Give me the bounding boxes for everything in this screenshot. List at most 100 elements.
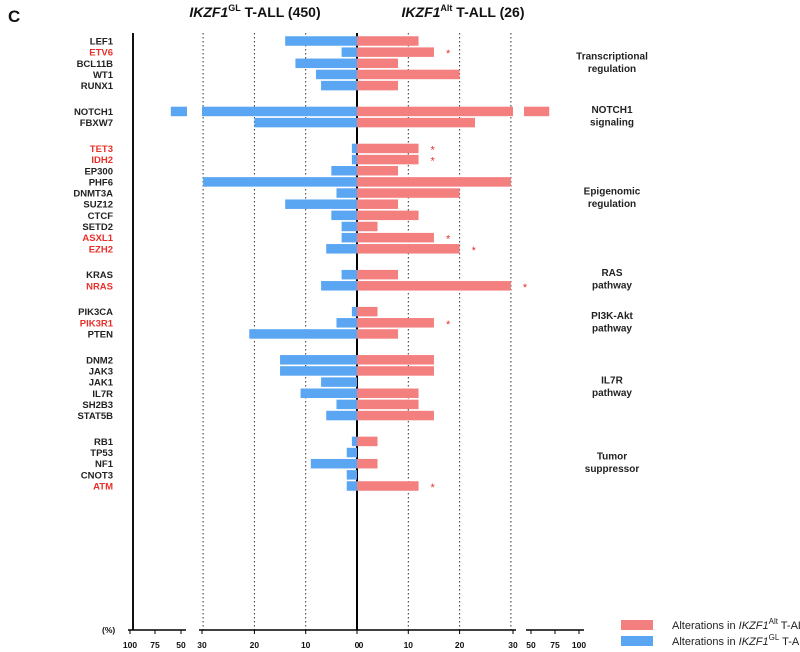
bar-alt-asxl1	[357, 232, 434, 243]
gene-label-pik3ca: PIK3CA	[78, 307, 113, 318]
bar-alt-nf1	[357, 458, 378, 469]
tick-left-50: 50	[176, 640, 186, 650]
group-label-3-line-1: pathway	[592, 281, 632, 292]
bar-alt-tet3	[357, 143, 419, 154]
gene-label-cnot3: CNOT3	[81, 470, 113, 481]
bar-alt-setd2	[357, 221, 378, 232]
bar-alt-idh2	[357, 154, 419, 165]
gene-label-jak1: JAK1	[89, 378, 114, 389]
tick-right-20: 20	[455, 640, 465, 650]
bar-alt-atm	[357, 481, 419, 491]
bar-alt-suz12	[357, 199, 399, 209]
bar-gl-bcl11b	[295, 58, 357, 69]
star-idh2: *	[431, 156, 436, 168]
bar-alt-dnm2	[357, 355, 434, 365]
gridlines	[132, 33, 512, 630]
bar-gl-tet3	[351, 143, 357, 154]
bar-alt-lef1	[357, 36, 419, 46]
gene-label-rb1: RB1	[94, 437, 114, 448]
bar-gl-tp53	[346, 447, 357, 458]
bar-gl-setd2	[341, 221, 357, 232]
bar-gl-nf1	[310, 458, 357, 469]
gene-label-etv6: ETV6	[89, 48, 113, 59]
bar-alt-pik3ca	[357, 306, 378, 317]
gene-label-setd2: SETD2	[82, 222, 113, 233]
star-tet3: *	[431, 144, 436, 156]
legend: Alterations in IKZF1Alt T-ALLs Alteratio…	[621, 617, 800, 648]
gene-label-tp53: TP53	[90, 448, 113, 459]
group-label-0-line-1: regulation	[588, 64, 636, 75]
bar-alt-notch1	[357, 106, 513, 117]
bar-gl-pik3ca	[351, 306, 357, 317]
bar-alt-il7r	[357, 388, 419, 398]
group-label-5-line-0: IL7R	[601, 376, 623, 387]
gene-label-jak3: JAK3	[89, 366, 113, 377]
bar-alt-notch1-ext	[524, 106, 550, 117]
star-nras: *	[523, 282, 528, 294]
bar-gl-notch1-ext	[170, 106, 187, 117]
gene-label-fbxw7: FBXW7	[80, 118, 113, 129]
star-etv6: *	[446, 48, 451, 60]
bar-gl-fbxw7	[254, 117, 357, 128]
gene-label-il7r: IL7R	[92, 389, 113, 400]
star-asxl1: *	[446, 234, 451, 246]
group-label-3-line-0: RAS	[601, 268, 622, 279]
bar-gl-runx1	[321, 80, 357, 91]
gene-label-phf6: PHF6	[89, 177, 113, 188]
bar-gl-pik3r1	[336, 318, 357, 328]
gene-label-ep300: EP300	[84, 166, 113, 177]
tick-right-0: 0	[359, 640, 364, 650]
tick-left-75: 75	[150, 640, 160, 650]
group-label-4-line-1: pathway	[592, 323, 632, 334]
tick-right-50: 50	[526, 640, 536, 650]
bar-alt-nras	[357, 281, 511, 291]
bar-alt-sh2b3	[357, 399, 419, 410]
gene-label-idh2: IDH2	[91, 155, 113, 166]
bars: ********	[170, 36, 550, 494]
bar-gl-wt1	[315, 69, 357, 80]
panel-label: C	[8, 7, 20, 26]
gene-label-stat5b: STAT5B	[77, 411, 113, 422]
bar-alt-kras	[357, 269, 399, 280]
group-labels: Transcriptional regulation NOTCH1 signaling…	[576, 51, 648, 475]
bar-alt-ep300	[357, 166, 399, 176]
gene-label-pten: PTEN	[88, 329, 113, 340]
group-label-2-line-1: regulation	[588, 199, 636, 210]
gene-label-tet3: TET3	[90, 144, 113, 155]
bar-alt-pik3r1	[357, 318, 434, 328]
legend-swatch-gl	[621, 636, 653, 646]
gene-label-wt1: WT1	[93, 70, 114, 81]
bar-gl-kras	[341, 269, 357, 280]
tick-right-10: 10	[404, 640, 414, 650]
bar-gl-suz12	[285, 199, 357, 209]
star-ezh2: *	[472, 245, 477, 257]
bar-gl-etv6	[341, 47, 357, 57]
bar-alt-ctcf	[357, 210, 419, 221]
bar-gl-asxl1	[341, 232, 357, 243]
gene-label-suz12: SUZ12	[83, 200, 113, 211]
bar-gl-stat5b	[326, 410, 357, 421]
bar-alt-phf6	[357, 177, 511, 187]
bar-alt-jak3	[357, 366, 434, 376]
group-label-1-line-0: NOTCH1	[591, 105, 633, 116]
bar-gl-atm	[346, 481, 357, 491]
group-label-0-line-0: Transcriptional	[576, 51, 648, 62]
group-label-1-line-1: signaling	[590, 118, 634, 129]
tick-left-20: 20	[250, 640, 260, 650]
tick-right-75: 75	[550, 640, 560, 650]
gene-label-dnmt3a: DNMT3A	[73, 189, 113, 200]
bar-alt-runx1	[357, 80, 399, 91]
group-label-2-line-0: Epigenomic	[584, 187, 641, 198]
gene-label-dnm2: DNM2	[86, 355, 113, 366]
axis-unit-label: (%)	[102, 625, 115, 635]
tick-right-30: 30	[508, 640, 518, 650]
gene-label-atm: ATM	[93, 482, 113, 493]
gene-label-ctcf: CTCF	[88, 211, 114, 222]
tick-left-0: 0	[355, 640, 360, 650]
star-atm: *	[431, 482, 436, 494]
group-label-5-line-1: pathway	[592, 388, 632, 399]
bar-alt-wt1	[357, 69, 460, 80]
group-label-6-line-1: suppressor	[585, 464, 640, 475]
